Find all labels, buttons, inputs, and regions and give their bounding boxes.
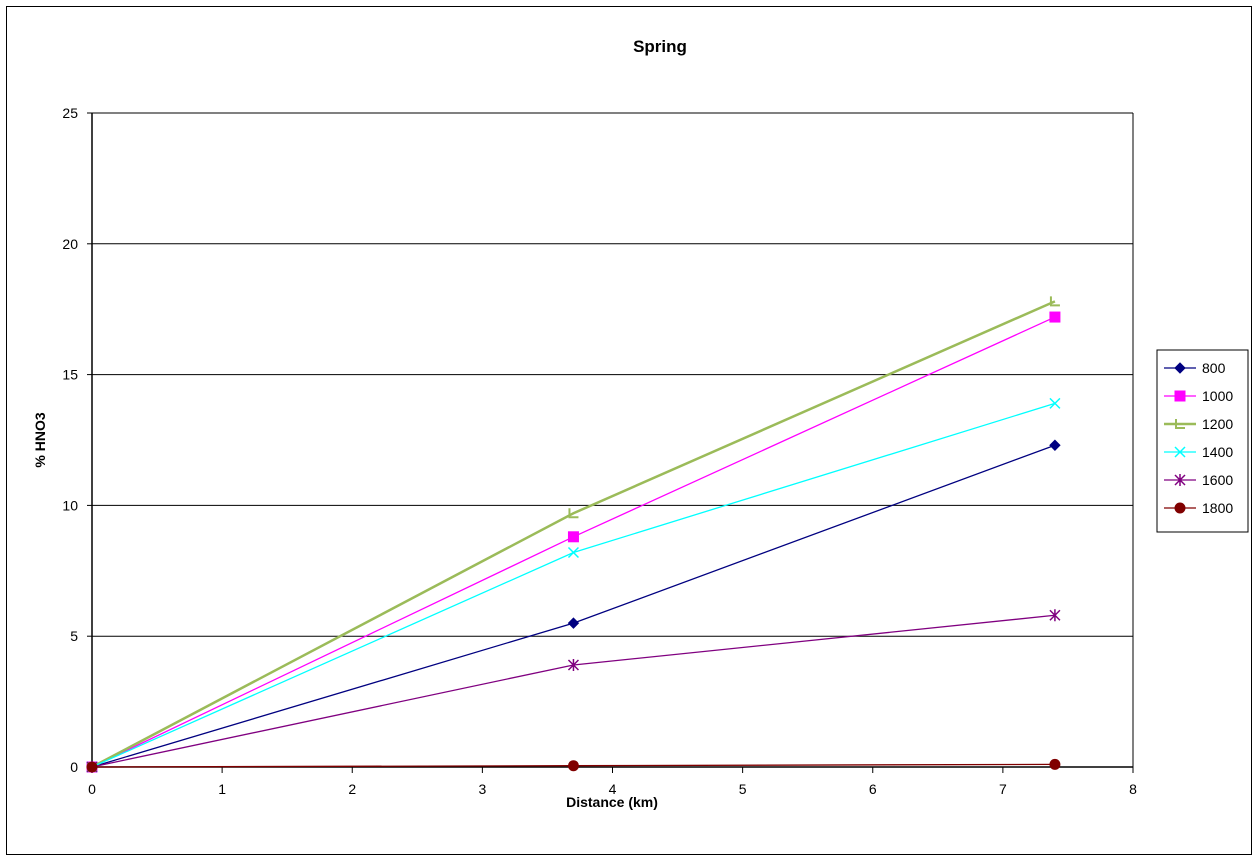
x-tick-label: 0 bbox=[88, 781, 96, 797]
y-tick-label: 15 bbox=[62, 367, 78, 383]
x-tick-label: 3 bbox=[478, 781, 486, 797]
legend-label: 1800 bbox=[1202, 500, 1233, 516]
legend-marker bbox=[1174, 446, 1186, 458]
legend-item-1800: 1800 bbox=[1164, 500, 1233, 516]
series-line bbox=[91, 300, 1056, 769]
x-tick-label: 6 bbox=[869, 781, 877, 797]
data-point bbox=[568, 508, 579, 519]
y-tick-label: 25 bbox=[62, 105, 78, 121]
y-tick-label: 0 bbox=[70, 759, 78, 775]
series-800 bbox=[86, 439, 1061, 773]
legend-label: 800 bbox=[1202, 360, 1226, 376]
series-1600 bbox=[86, 609, 1061, 773]
y-tick-label: 20 bbox=[62, 236, 78, 252]
gridlines bbox=[92, 112, 1134, 767]
data-point bbox=[86, 761, 98, 773]
data-point bbox=[1049, 311, 1061, 323]
data-point bbox=[567, 617, 580, 629]
legend-label: 1600 bbox=[1202, 472, 1233, 488]
x-tick-label: 4 bbox=[609, 781, 617, 797]
legend-marker bbox=[1175, 419, 1185, 429]
data-point bbox=[567, 658, 579, 671]
x-axis-title: Distance (km) bbox=[566, 794, 658, 810]
data-point bbox=[1049, 296, 1060, 307]
legend: 800 1000 1200 1400 1600 1800 bbox=[1156, 349, 1249, 533]
series-1800 bbox=[86, 758, 1061, 773]
x-tick-label: 5 bbox=[739, 781, 747, 797]
y-ticks: 0 5 10 15 20 25 bbox=[62, 105, 92, 775]
legend-marker bbox=[1174, 390, 1186, 402]
x-tick-label: 7 bbox=[999, 781, 1007, 797]
legend-label: 1000 bbox=[1202, 388, 1233, 404]
data-point bbox=[1049, 609, 1061, 622]
data-point bbox=[1049, 439, 1061, 451]
x-tick-label: 2 bbox=[348, 781, 356, 797]
legend-label: 1400 bbox=[1202, 444, 1233, 460]
y-axis-title: % HNO3 bbox=[32, 412, 48, 467]
axes bbox=[91, 113, 1133, 768]
data-point bbox=[567, 546, 579, 559]
legend-item-1600: 1600 bbox=[1164, 472, 1233, 488]
legend-item-1400: 1400 bbox=[1164, 444, 1233, 460]
legend-label: 1200 bbox=[1202, 416, 1233, 432]
legend-box bbox=[1156, 349, 1249, 533]
series-1000 bbox=[86, 311, 1061, 773]
series-line bbox=[91, 402, 1056, 768]
legend-item-800: 800 bbox=[1164, 360, 1226, 376]
legend-marker bbox=[1174, 502, 1186, 514]
y-tick-label: 5 bbox=[70, 628, 78, 644]
legend-marker bbox=[1174, 362, 1186, 374]
data-point bbox=[1049, 758, 1061, 770]
legend-item-1000: 1000 bbox=[1164, 388, 1233, 404]
x-ticks: 0 1 2 3 4 5 6 7 8 bbox=[88, 767, 1137, 797]
series-line bbox=[91, 444, 1056, 768]
series-1400 bbox=[86, 397, 1061, 773]
data-point bbox=[567, 760, 579, 772]
data-point bbox=[1049, 397, 1061, 409]
x-tick-label: 1 bbox=[218, 781, 226, 797]
chart-title: Spring bbox=[633, 37, 687, 56]
x-tick-label: 8 bbox=[1129, 781, 1137, 797]
data-point bbox=[567, 531, 579, 543]
y-tick-label: 10 bbox=[62, 497, 78, 513]
series-layer bbox=[86, 296, 1061, 773]
legend-item-1200: 1200 bbox=[1164, 416, 1233, 432]
legend-marker bbox=[1174, 474, 1186, 486]
